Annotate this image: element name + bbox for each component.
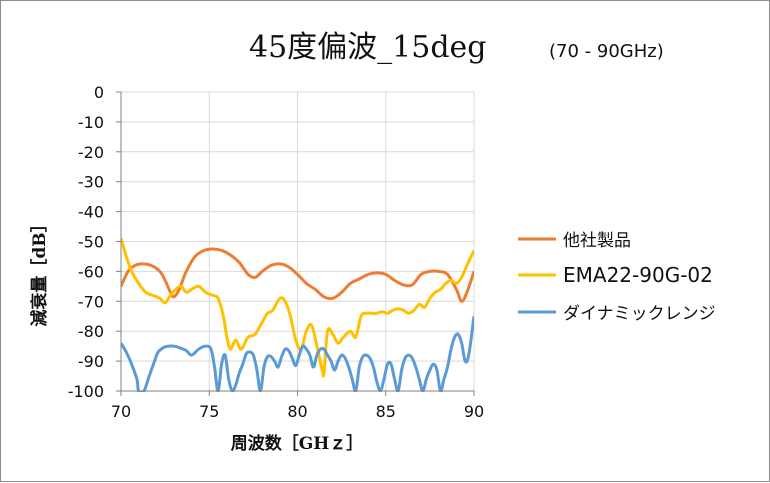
y-tick-label: 0 bbox=[94, 83, 104, 102]
chart-title: 45度偏波_15deg bbox=[249, 30, 487, 65]
legend-label: EMA22-90G-02 bbox=[563, 263, 713, 287]
x-tick-label: 75 bbox=[199, 402, 219, 421]
y-tick-label: -90 bbox=[78, 352, 104, 371]
y-axis-label: 減衰量［dB］ bbox=[29, 215, 50, 326]
x-axis-label: 周波数［GHｚ］ bbox=[231, 433, 364, 454]
legend-label: 他社製品 bbox=[563, 231, 631, 251]
x-tick-label: 80 bbox=[287, 402, 307, 421]
series-line-ema22 bbox=[121, 238, 474, 378]
y-tick-label: -40 bbox=[78, 203, 104, 222]
legend-label: ダイナミックレンジ bbox=[563, 304, 716, 324]
legend: 他社製品 EMA22-90G-02 ダイナミックレンジ bbox=[518, 231, 716, 324]
y-tick-label: -80 bbox=[78, 322, 104, 341]
y-tick-label: -100 bbox=[68, 382, 104, 401]
y-tick-label: -50 bbox=[78, 233, 104, 252]
axis-layer: 0 -10 -20 -30 -40 -50 -60 -70 -80 -90 -100 70 75 80 85… bbox=[68, 83, 484, 421]
x-tick-label: 85 bbox=[376, 402, 396, 421]
y-tick-label: -10 bbox=[78, 113, 104, 132]
series-layer bbox=[121, 238, 474, 392]
x-tick-label: 70 bbox=[111, 402, 131, 421]
x-tick-label: 90 bbox=[464, 402, 484, 421]
y-tick-label: -30 bbox=[78, 173, 104, 192]
series-line-dynamic-range bbox=[121, 316, 474, 392]
y-tick-label: -20 bbox=[78, 143, 104, 162]
chart-subtitle: (70 - 90GHz) bbox=[549, 41, 664, 62]
y-tick-label: -70 bbox=[78, 292, 104, 311]
y-tick-label: -60 bbox=[78, 262, 104, 281]
